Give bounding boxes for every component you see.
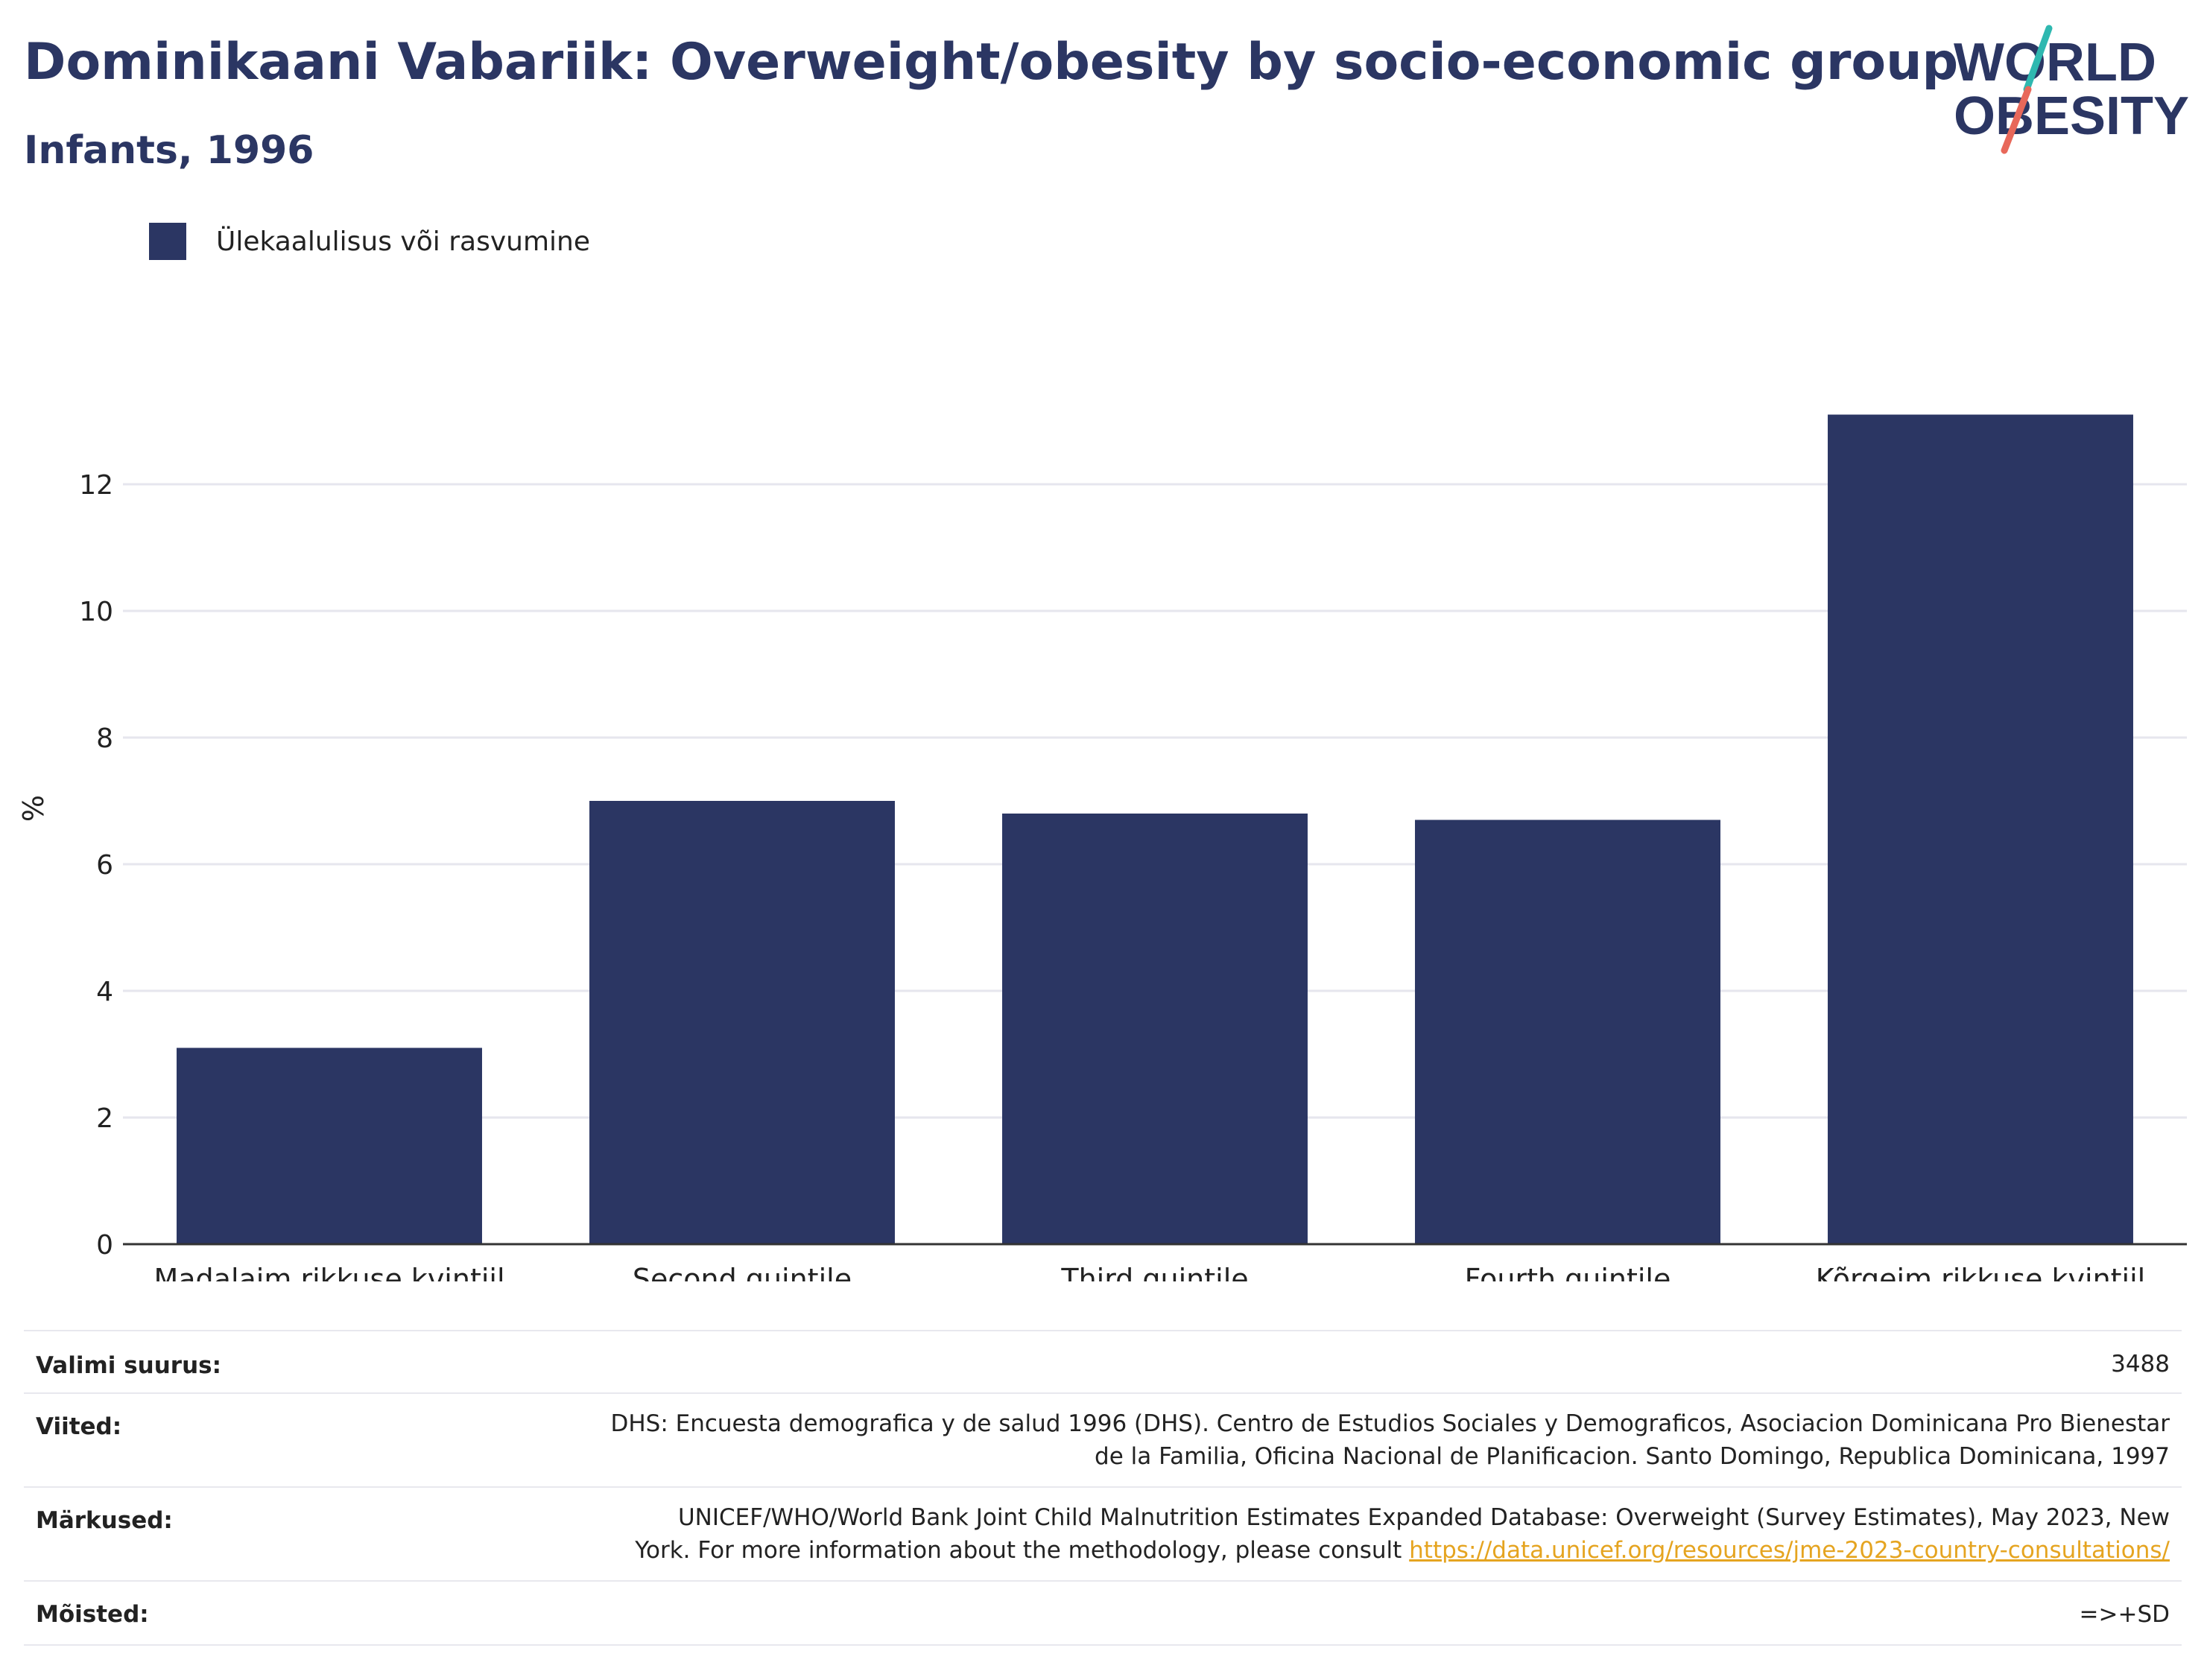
x-tick-label: Fourth quintile bbox=[1465, 1263, 1671, 1281]
definitions-value: =>+SD bbox=[2079, 1601, 2170, 1628]
sample-size-value: 3488 bbox=[2111, 1351, 2170, 1378]
chart-legend[interactable]: Ülekaalulisus või rasvumine bbox=[149, 222, 590, 261]
logo-word-world: WORLD bbox=[1954, 33, 2156, 92]
y-tick-label: 10 bbox=[79, 597, 113, 627]
notes-line-1: UNICEF/WHO/World Bank Joint Child Malnut… bbox=[677, 1504, 2170, 1531]
bar[interactable] bbox=[177, 1047, 482, 1245]
references-value: DHS: Encuesta demografica y de salud 199… bbox=[610, 1407, 2170, 1473]
y-tick-label: 0 bbox=[96, 1230, 113, 1261]
bar[interactable] bbox=[1828, 414, 2133, 1245]
sample-size-label: Valimi suurus: bbox=[36, 1352, 221, 1379]
world-obesity-logo: WORLD OBESITY bbox=[1954, 25, 2189, 154]
footer-row-definitions: Mõisted: =>+SD bbox=[24, 1580, 2182, 1646]
references-label: Viited: bbox=[36, 1413, 122, 1440]
bar[interactable] bbox=[1415, 820, 1720, 1245]
footer-row-sample: Valimi suurus: 3488 bbox=[24, 1330, 2182, 1392]
notes-line-2-text: York. For more information about the met… bbox=[635, 1537, 1410, 1564]
x-tick-label: Third quintile bbox=[1060, 1263, 1248, 1281]
definitions-label: Mõisted: bbox=[36, 1601, 149, 1628]
logo-slash-red bbox=[2001, 86, 2032, 154]
methodology-link[interactable]: https://data.unicef.org/resources/jme-20… bbox=[1409, 1537, 2170, 1564]
bar-chart: 0 2 4 6 8 10 12 Madalaim rikkuse kvintiil Secon… bbox=[17, 414, 2187, 1281]
bar[interactable] bbox=[1002, 814, 1308, 1244]
footer-row-notes: Märkused: UNICEF/WHO/World Bank Joint Ch… bbox=[24, 1486, 2182, 1580]
legend-swatch bbox=[149, 223, 186, 260]
logo-word-obesity: OBESITY bbox=[1954, 86, 2189, 146]
y-tick-label: 2 bbox=[96, 1103, 113, 1134]
footer-row-references: Viited: DHS: Encuesta demografica y de s… bbox=[24, 1392, 2182, 1486]
references-line-1: DHS: Encuesta demografica y de salud 199… bbox=[610, 1410, 2170, 1437]
y-tick-label: 8 bbox=[96, 723, 113, 754]
notes-value: UNICEF/WHO/World Bank Joint Child Malnut… bbox=[635, 1501, 2170, 1567]
references-line-2: de la Familia, Oficina Nacional de Plani… bbox=[1095, 1443, 2170, 1470]
x-tick-label: Kõrgeim rikkuse kvintiil bbox=[1816, 1263, 2145, 1281]
y-tick-labels: 0 2 4 6 8 10 12 bbox=[79, 470, 113, 1261]
x-tick-label: Second quintile bbox=[633, 1263, 852, 1281]
y-tick-label: 4 bbox=[96, 977, 113, 1007]
bar[interactable] bbox=[589, 801, 895, 1244]
y-tick-label: 6 bbox=[96, 850, 113, 881]
page-title: Dominikaani Vabariik: Overweight/obesity… bbox=[24, 33, 1959, 92]
bars bbox=[177, 414, 2133, 1245]
x-tick-label: Madalaim rikkuse kvintiil bbox=[153, 1263, 504, 1281]
x-tick-labels: Madalaim rikkuse kvintiil Second quintile… bbox=[153, 1263, 2145, 1281]
page-subtitle: Infants, 1996 bbox=[24, 128, 314, 173]
y-axis-title: % bbox=[17, 795, 50, 822]
notes-line-2: York. For more information about the met… bbox=[635, 1534, 2170, 1567]
notes-label: Märkused: bbox=[36, 1507, 173, 1534]
logo-slash-teal bbox=[2023, 25, 2053, 93]
legend-label: Ülekaalulisus või rasvumine bbox=[216, 226, 590, 257]
y-tick-label: 12 bbox=[79, 470, 113, 501]
